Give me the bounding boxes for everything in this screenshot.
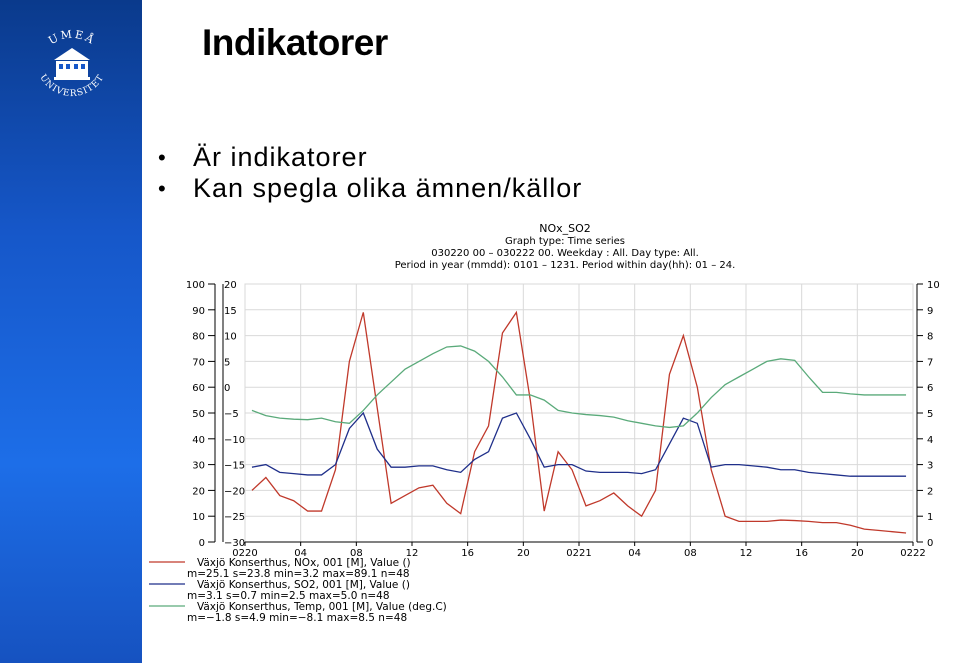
- bullet-list: • Är indikatorer • Kan spegla olika ämnen/…: [158, 142, 582, 204]
- y-tick-label-temp: 20: [224, 280, 237, 291]
- y-tick-label-nox: 50: [192, 409, 205, 420]
- y-tick-label-nox: 70: [192, 357, 205, 368]
- bullet-item: • Kan spegla olika ämnen/källor: [158, 173, 582, 204]
- legend-series-stats: m=25.1 s=23.8 min=3.2 max=89.1 n=48: [187, 568, 410, 580]
- y-tick-label-nox: 60: [192, 383, 205, 394]
- y-tick-label-nox: 30: [192, 461, 205, 472]
- y-tick-label-temp: 10: [224, 332, 237, 343]
- y-tick-label-so2: 10: [927, 280, 940, 291]
- y-tick-label-so2: 4: [927, 435, 933, 446]
- slide-title: Indikatorer: [202, 22, 388, 63]
- y-tick-label-temp: 0: [224, 383, 230, 394]
- chart-title: NOx_SO2: [539, 222, 591, 235]
- x-tick-label: 08: [350, 548, 363, 559]
- series-line-3: [251, 345, 907, 429]
- series-line-1: [251, 310, 907, 534]
- y-tick-label-nox: 100: [186, 280, 205, 291]
- y-tick-label-temp: −15: [224, 461, 245, 472]
- chart-subtitle-line: 030220 00 – 030222 00. Weekday : All. Da…: [431, 248, 699, 259]
- y-tick-label-so2: 2: [927, 486, 933, 497]
- svg-text:UMEÅ: UMEÅ: [46, 28, 98, 48]
- university-logo: UMEÅ UNIVERSITET: [37, 28, 105, 100]
- x-tick-label: 16: [795, 548, 808, 559]
- logo-text-top: UMEÅ: [46, 28, 96, 48]
- legend-series-stats: m=−1.8 s=4.9 min=−8.1 max=8.5 n=48: [187, 612, 407, 624]
- building-icon: [54, 48, 90, 80]
- x-tick-label: 0220: [232, 548, 257, 559]
- y-tick-label-nox: 80: [192, 332, 205, 343]
- y-tick-label-so2: 1: [927, 512, 933, 523]
- bullet-text: Är indikatorer: [193, 142, 368, 172]
- bullet-item: • Är indikatorer: [158, 142, 582, 173]
- y-tick-label-temp: −25: [224, 512, 245, 523]
- chart-subtitle-line: Graph type: Time series: [505, 236, 625, 247]
- y-tick-label-temp: 5: [224, 357, 230, 368]
- y-tick-label-nox: 40: [192, 435, 205, 446]
- chart-panel: NOx_SO2 Graph type: Time series 030220 00 …: [145, 219, 957, 629]
- legend-series-name: Växjö Konserthus, SO2, 001 [M], Value (): [197, 579, 410, 591]
- legend-series-name: Växjö Konserthus, Temp, 001 [M], Value (…: [197, 601, 447, 613]
- x-tick-label: 0221: [566, 548, 591, 559]
- x-tick-label: 0222: [900, 548, 925, 559]
- bullet-icon: •: [158, 145, 167, 170]
- x-tick-label: 16: [461, 548, 474, 559]
- y-tick-label-temp: −10: [224, 435, 245, 446]
- y-tick-label-nox: 0: [199, 538, 205, 549]
- x-tick-label: 12: [740, 548, 753, 559]
- series-line-2: [251, 411, 907, 477]
- sidebar-band: UMEÅ UNIVERSITET: [0, 0, 142, 663]
- y-tick-label-nox: 90: [192, 306, 205, 317]
- x-tick-label: 04: [294, 548, 307, 559]
- x-tick-label: 20: [851, 548, 864, 559]
- y-tick-label-so2: 9: [927, 306, 933, 317]
- chart-subtitle-line: Period in year (mmdd): 0101 – 1231. Peri…: [395, 260, 736, 271]
- x-tick-label: 08: [684, 548, 697, 559]
- legend-series-name: Växjö Konserthus, NOx, 001 [M], Value (): [197, 557, 411, 569]
- y-tick-label-so2: 8: [927, 332, 933, 343]
- y-tick-label-temp: −30: [224, 538, 245, 549]
- legend-series-stats: m=3.1 s=0.7 min=2.5 max=5.0 n=48: [187, 590, 390, 602]
- y-tick-label-so2: 6: [927, 383, 933, 394]
- y-tick-label-so2: 5: [927, 409, 933, 420]
- y-tick-label-so2: 3: [927, 461, 933, 472]
- y-tick-label-temp: −20: [224, 486, 245, 497]
- y-tick-label-temp: 15: [224, 306, 237, 317]
- y-tick-label-so2: 7: [927, 357, 933, 368]
- y-tick-label-nox: 10: [192, 512, 205, 523]
- bullet-icon: •: [158, 176, 167, 201]
- x-tick-label: 20: [517, 548, 530, 559]
- x-tick-label: 04: [628, 548, 641, 559]
- bullet-text: Kan spegla olika ämnen/källor: [193, 173, 583, 203]
- y-tick-label-temp: −5: [224, 409, 239, 420]
- y-tick-label-nox: 20: [192, 486, 205, 497]
- y-tick-label-so2: 0: [927, 538, 933, 549]
- x-tick-label: 12: [406, 548, 419, 559]
